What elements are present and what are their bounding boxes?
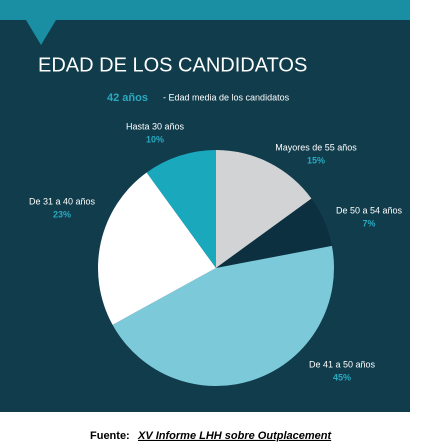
slice-value-label: 10% [146, 134, 164, 144]
pie-slice [216, 198, 332, 268]
slice-value-label: 15% [307, 155, 325, 165]
pie-slice [146, 150, 216, 268]
slice-label: De 41 a 50 años [309, 359, 376, 369]
source: XV Informe LHH sobre Outplacement [137, 430, 332, 442]
slice-label: Hasta 30 años [126, 121, 185, 131]
slice-label: De 50 a 54 años [336, 205, 403, 215]
pie-slice [98, 172, 216, 325]
source-label: Fuente: [90, 430, 130, 442]
subtitle: - Edad media de los candidatos [163, 92, 290, 102]
slice-label: De 31 a 40 años [29, 196, 96, 206]
notch [26, 20, 56, 45]
slice-value-label: 7% [362, 218, 375, 228]
pie-slice [216, 150, 312, 268]
slice-label: Mayores de 55 años [275, 142, 357, 152]
pie-slice [112, 245, 334, 386]
chart-title: EDAD DE LOS CANDIDATOS [38, 54, 307, 76]
slice-value-label: 45% [333, 372, 351, 382]
highlight: 42 años [107, 92, 148, 104]
top-band [0, 0, 410, 20]
slice-value-label: 23% [53, 209, 71, 219]
